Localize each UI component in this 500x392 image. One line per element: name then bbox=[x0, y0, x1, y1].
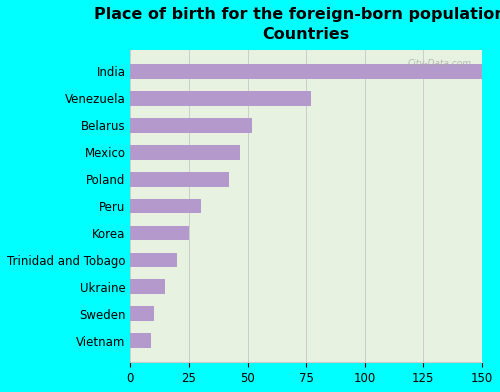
Title: Place of birth for the foreign-born population -
Countries: Place of birth for the foreign-born popu… bbox=[94, 7, 500, 42]
Bar bbox=[130, 172, 229, 187]
Bar bbox=[130, 91, 311, 106]
Bar bbox=[130, 252, 177, 267]
Bar bbox=[130, 307, 154, 321]
Text: City-Data.com: City-Data.com bbox=[408, 59, 472, 68]
Bar bbox=[130, 226, 189, 240]
Bar bbox=[130, 118, 252, 133]
Bar bbox=[130, 199, 200, 214]
Bar bbox=[130, 145, 240, 160]
Bar bbox=[130, 333, 152, 348]
Bar bbox=[130, 279, 166, 294]
Bar bbox=[130, 64, 482, 79]
